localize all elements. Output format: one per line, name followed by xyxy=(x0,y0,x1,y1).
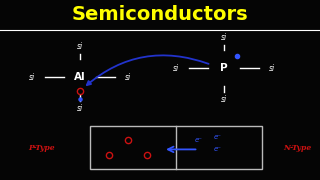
Text: si: si xyxy=(269,64,275,73)
Bar xyxy=(90,126,262,169)
Text: e⁻: e⁻ xyxy=(195,137,203,143)
Text: P-Type: P-Type xyxy=(28,144,55,152)
Text: e⁻: e⁻ xyxy=(214,146,222,152)
Text: si: si xyxy=(77,42,83,51)
Text: si: si xyxy=(125,73,131,82)
Text: si: si xyxy=(29,73,35,82)
Text: Semiconductors: Semiconductors xyxy=(72,4,248,24)
Text: si: si xyxy=(77,103,83,112)
Text: N-Type: N-Type xyxy=(284,144,312,152)
FancyArrowPatch shape xyxy=(87,55,209,85)
Text: si: si xyxy=(221,94,227,103)
Text: P: P xyxy=(220,63,228,73)
Text: si: si xyxy=(221,33,227,42)
Text: Al: Al xyxy=(74,72,86,82)
Text: si: si xyxy=(173,64,179,73)
Text: e⁻: e⁻ xyxy=(214,134,222,140)
